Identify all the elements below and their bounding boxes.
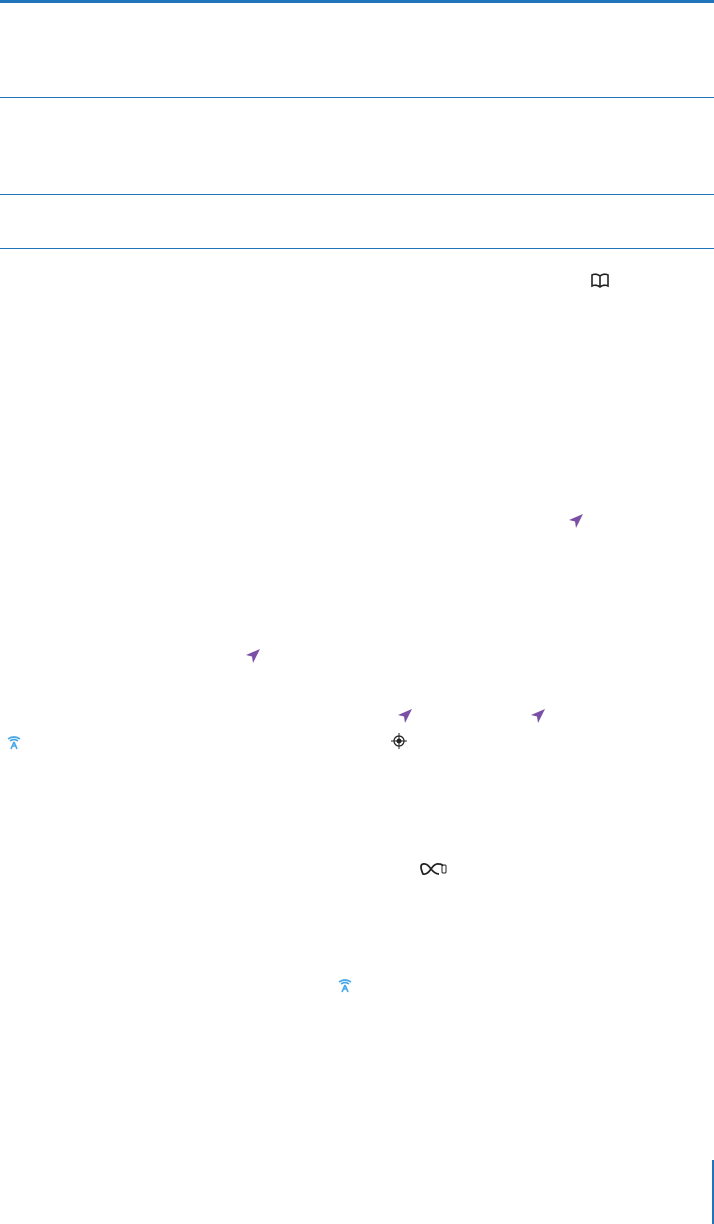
compass-icon (391, 733, 407, 749)
page-edge-rule (712, 1160, 714, 1224)
location-arrow-icon (569, 514, 583, 528)
section-rule (0, 194, 714, 195)
top-rule (0, 0, 714, 3)
location-arrow-icon (246, 649, 260, 663)
location-arrow-icon (398, 709, 412, 723)
book-icon (591, 273, 609, 288)
personal-hotspot-tower-icon (338, 979, 352, 993)
section-rule (0, 97, 714, 98)
sync-infinity-icon (420, 862, 447, 876)
section-rule (0, 248, 714, 249)
location-arrow-icon (531, 709, 545, 723)
personal-hotspot-tower-icon (7, 736, 21, 750)
